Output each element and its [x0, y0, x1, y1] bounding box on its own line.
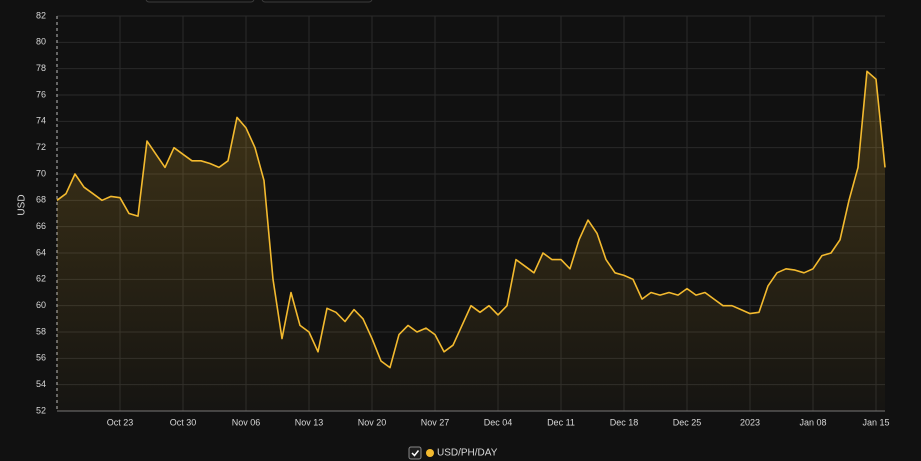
y-tick-label: 62: [36, 274, 46, 284]
x-tick-label: Nov 13: [295, 417, 324, 427]
legend-swatch: [426, 449, 434, 457]
x-tick-label: Nov 27: [421, 417, 450, 427]
x-tick-label: Oct 23: [107, 417, 134, 427]
y-tick-label: 52: [36, 405, 46, 415]
y-tick-label: 76: [36, 89, 46, 99]
legend-label: USD/PH/DAY: [437, 448, 498, 459]
y-axis-label: USD: [17, 194, 28, 215]
y-tick-label: 72: [36, 142, 46, 152]
y-tick-label: 82: [36, 10, 46, 20]
y-tick-label: 66: [36, 221, 46, 231]
y-tick-label: 74: [36, 116, 46, 126]
toolbar-button[interactable]: [261, 0, 373, 3]
x-tick-label: Dec 11: [547, 417, 575, 427]
y-tick-label: 70: [36, 168, 46, 178]
x-tick-label: Dec 04: [484, 417, 513, 427]
x-tick-label: Nov 20: [358, 417, 387, 427]
y-tick-label: 60: [36, 300, 46, 310]
legend: USD/PH/DAY: [408, 446, 498, 460]
y-tick-label: 80: [36, 37, 46, 47]
y-tick-label: 78: [36, 63, 46, 73]
x-tick-label: Jan 08: [799, 417, 826, 427]
y-tick-label: 68: [36, 195, 46, 205]
x-tick-label: Nov 06: [232, 417, 261, 427]
x-tick-label: 2023: [740, 417, 760, 427]
check-icon: [411, 450, 420, 457]
x-tick-label: Jan 15: [862, 417, 889, 427]
y-tick-label: 58: [36, 326, 46, 336]
y-tick-label: 56: [36, 353, 46, 363]
legend-checkbox[interactable]: [408, 446, 422, 460]
y-tick-label: 64: [36, 247, 46, 257]
area: [57, 71, 885, 412]
y-tick-label: 54: [36, 379, 46, 389]
x-tick-label: Dec 18: [610, 417, 639, 427]
x-tick-label: Oct 30: [170, 417, 197, 427]
toolbar-button[interactable]: [145, 0, 255, 3]
x-tick-label: Dec 25: [673, 417, 702, 427]
line: [56, 70, 886, 369]
